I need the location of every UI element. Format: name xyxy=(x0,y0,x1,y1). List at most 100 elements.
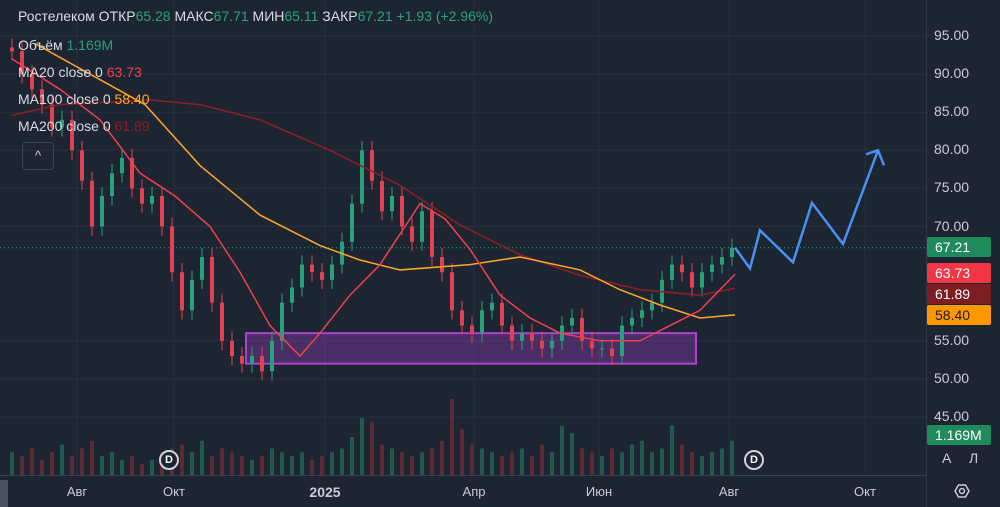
volume-bar xyxy=(330,452,334,475)
volume-bar xyxy=(470,444,474,475)
volume-bar xyxy=(340,448,344,475)
ma100-legend[interactable]: MA100 close 0 58.40 xyxy=(18,91,150,107)
volume-bar xyxy=(390,448,394,475)
open-label: ОТКР xyxy=(98,8,136,24)
candle xyxy=(580,317,584,341)
price-tick-label: 45.00 xyxy=(934,408,970,424)
candle xyxy=(70,119,74,151)
candle xyxy=(150,196,154,204)
candle xyxy=(220,302,224,341)
auto-scale-button[interactable]: A xyxy=(942,450,952,466)
candle xyxy=(650,302,654,311)
volume-bar xyxy=(380,444,384,475)
price-axis-divider xyxy=(926,0,927,507)
candle xyxy=(130,157,134,189)
volume-bar xyxy=(350,437,354,475)
high-label: МАКС xyxy=(174,8,214,24)
volume-bar xyxy=(400,452,404,475)
candle xyxy=(170,226,174,273)
volume-bar xyxy=(150,459,154,475)
volume-bar xyxy=(130,456,134,475)
settings-icon[interactable] xyxy=(954,484,970,498)
volume-bar xyxy=(20,456,24,475)
ma200-value: 61.89 xyxy=(114,118,150,134)
volume-bar xyxy=(730,440,734,475)
candle xyxy=(530,333,534,341)
open-value: 65.28 xyxy=(135,8,171,24)
projection-arrow-head xyxy=(865,148,886,166)
candle xyxy=(60,119,64,128)
change-value: +1.93 (+2.96%) xyxy=(396,8,494,24)
volume-bar xyxy=(460,429,464,475)
candle xyxy=(730,247,734,257)
dividend-marker[interactable]: D xyxy=(159,450,179,470)
ma100-price-tag: 58.40 xyxy=(927,305,991,325)
candle xyxy=(240,356,244,364)
ma20-legend[interactable]: MA20 close 0 63.73 xyxy=(18,64,142,80)
price-tick-label: 80.00 xyxy=(934,141,970,158)
candle xyxy=(200,256,204,280)
volume-label: Объём xyxy=(18,37,63,53)
ma200-legend[interactable]: MA200 close 0 61.89 xyxy=(18,118,150,134)
ma200-line xyxy=(11,99,736,296)
candle xyxy=(630,317,634,326)
candle xyxy=(350,203,354,242)
symbol-name[interactable]: Ростелеком xyxy=(18,8,95,24)
candle xyxy=(160,196,164,227)
ma100-label: MA100 close 0 xyxy=(18,91,111,107)
candle xyxy=(640,310,644,318)
volume-bar xyxy=(260,456,264,475)
candle xyxy=(420,211,424,242)
candle xyxy=(590,340,594,349)
volume-bar xyxy=(420,452,424,475)
candle xyxy=(520,333,524,341)
volume-bar xyxy=(590,452,594,475)
high-value: 67.71 xyxy=(213,8,249,24)
candle xyxy=(710,264,714,273)
volume-bar xyxy=(40,459,44,475)
volume-bar xyxy=(550,452,554,475)
time-tick-label: Окт xyxy=(854,484,876,499)
collapse-legend-button[interactable]: ^ xyxy=(22,142,54,170)
volume-bar xyxy=(440,440,444,475)
volume-bar xyxy=(710,452,714,475)
volume-bar xyxy=(360,418,364,475)
candle xyxy=(360,150,364,204)
volume-bar xyxy=(670,425,674,475)
volume-bar xyxy=(300,452,304,475)
candle xyxy=(190,279,194,311)
volume-bar xyxy=(610,448,614,475)
ma200-price-tag: 61.89 xyxy=(927,284,991,304)
log-scale-button[interactable]: Л xyxy=(969,450,979,466)
dividend-marker[interactable]: D xyxy=(744,450,764,470)
ma20-price-tag: 63.73 xyxy=(927,263,991,283)
scrollbar[interactable] xyxy=(0,480,8,507)
candle xyxy=(670,264,674,280)
close-value: 67.21 xyxy=(357,8,393,24)
volume-bar xyxy=(620,452,624,475)
candle xyxy=(700,272,704,288)
candle xyxy=(570,317,574,326)
volume-bar xyxy=(520,448,524,475)
support-zone xyxy=(245,332,697,365)
volume-bar xyxy=(10,452,14,475)
volume-tag: 1.169M xyxy=(927,425,991,445)
ma100-line xyxy=(34,42,736,319)
volume-legend[interactable]: Объём 1.169M xyxy=(18,37,113,53)
volume-bar xyxy=(530,456,534,475)
volume-bar xyxy=(410,456,414,475)
time-tick-label: Июн xyxy=(585,484,613,499)
volume-bar xyxy=(240,456,244,475)
ohlc-legend: Ростелеком ОТКР65.28 МАКС67.71 МИН65.11 … xyxy=(18,8,493,24)
volume-bar xyxy=(580,448,584,475)
ma200-label: MA200 close 0 xyxy=(18,118,111,134)
candle xyxy=(230,340,234,357)
candle xyxy=(470,325,474,334)
candle xyxy=(510,325,514,341)
candle xyxy=(270,340,274,372)
candle xyxy=(500,302,504,326)
candle xyxy=(430,211,434,257)
candle xyxy=(280,302,284,341)
volume-bars xyxy=(10,399,734,475)
